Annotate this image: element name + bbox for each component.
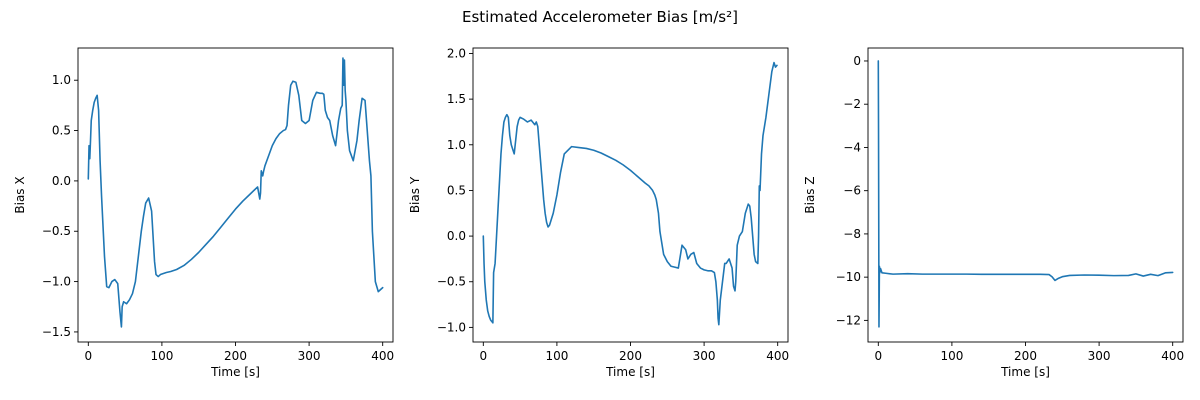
y-axis-label-x: Bias X bbox=[13, 176, 27, 213]
y-tick-label-z-2: −8 bbox=[843, 227, 861, 241]
y-tick-label-y-2: 0.0 bbox=[447, 229, 466, 243]
y-tick-label-y-6: 2.0 bbox=[447, 46, 466, 60]
x-tick-label-z-0: 0 bbox=[874, 349, 882, 363]
x-tick-label-x-100: 100 bbox=[150, 349, 173, 363]
subplot-bias-x: 0 100 200 300 400 −1.5 −1.0 −0.5 0.0 0.5 1.0 Time [… bbox=[13, 47, 394, 379]
y-tick-label-z-1: −10 bbox=[836, 270, 861, 284]
x-tick-label-z-400: 400 bbox=[1161, 349, 1184, 363]
y-axis-label-z: Bias Z bbox=[803, 176, 817, 213]
y-tick-label-z-5: −2 bbox=[843, 97, 861, 111]
y-tick-label-x-2: −0.5 bbox=[42, 224, 71, 238]
y-tick-label-z-3: −6 bbox=[843, 184, 861, 198]
y-tick-label-y-5: 1.5 bbox=[447, 92, 466, 106]
y-tick-label-y-1: −0.5 bbox=[437, 275, 466, 289]
x-tick-label-z-300: 300 bbox=[1088, 349, 1111, 363]
x-tick-label-x-400: 400 bbox=[371, 349, 394, 363]
x-tick-label-y-100: 100 bbox=[545, 349, 568, 363]
x-tick-label-z-200: 200 bbox=[1014, 349, 1037, 363]
x-tick-label-x-200: 200 bbox=[224, 349, 247, 363]
x-tick-label-x-0: 0 bbox=[84, 349, 92, 363]
x-axis-label-z: Time [s] bbox=[1000, 365, 1050, 379]
y-tick-label-x-5: 1.0 bbox=[52, 73, 71, 87]
y-tick-label-x-0: −1.5 bbox=[42, 325, 71, 339]
figure-title: Estimated Accelerometer Bias [m/s²] bbox=[462, 8, 738, 26]
series-line-bias-y bbox=[482, 61, 778, 326]
y-tick-label-z-6: 0 bbox=[853, 54, 861, 68]
x-tick-label-y-0: 0 bbox=[479, 349, 487, 363]
y-tick-label-x-3: 0.0 bbox=[52, 174, 71, 188]
y-tick-label-x-4: 0.5 bbox=[52, 124, 71, 138]
x-tick-label-x-300: 300 bbox=[298, 349, 321, 363]
subplot-bias-y: 0 100 200 300 400 −1.0 −0.5 0.0 0.5 1.0 1.5 2.0 Time… bbox=[408, 46, 789, 379]
y-tick-label-y-4: 1.0 bbox=[447, 138, 466, 152]
y-axis-label-y: Bias Y bbox=[408, 176, 422, 213]
series-line-bias-x bbox=[87, 57, 384, 328]
subplots: 0 100 200 300 400 −1.5 −1.0 −0.5 0.0 0.5 1.0 Time [… bbox=[13, 46, 1184, 379]
y-tick-label-x-1: −1.0 bbox=[42, 275, 71, 289]
series-line-bias-z bbox=[877, 60, 1174, 328]
x-axis-label-y: Time [s] bbox=[605, 365, 655, 379]
x-axis-label-x: Time [s] bbox=[210, 365, 260, 379]
subplot-bias-z: 0 100 200 300 400 −12 −10 −8 −6 −4 −2 0 Time [s] Bias… bbox=[803, 47, 1184, 379]
y-tick-label-z-4: −4 bbox=[843, 140, 861, 154]
x-tick-label-y-200: 200 bbox=[619, 349, 642, 363]
y-tick-label-y-0: −1.0 bbox=[437, 320, 466, 334]
y-tick-label-z-0: −12 bbox=[836, 313, 861, 327]
y-tick-label-y-3: 0.5 bbox=[447, 183, 466, 197]
x-tick-label-y-300: 300 bbox=[693, 349, 716, 363]
x-tick-label-z-100: 100 bbox=[940, 349, 963, 363]
x-tick-label-y-400: 400 bbox=[766, 349, 789, 363]
